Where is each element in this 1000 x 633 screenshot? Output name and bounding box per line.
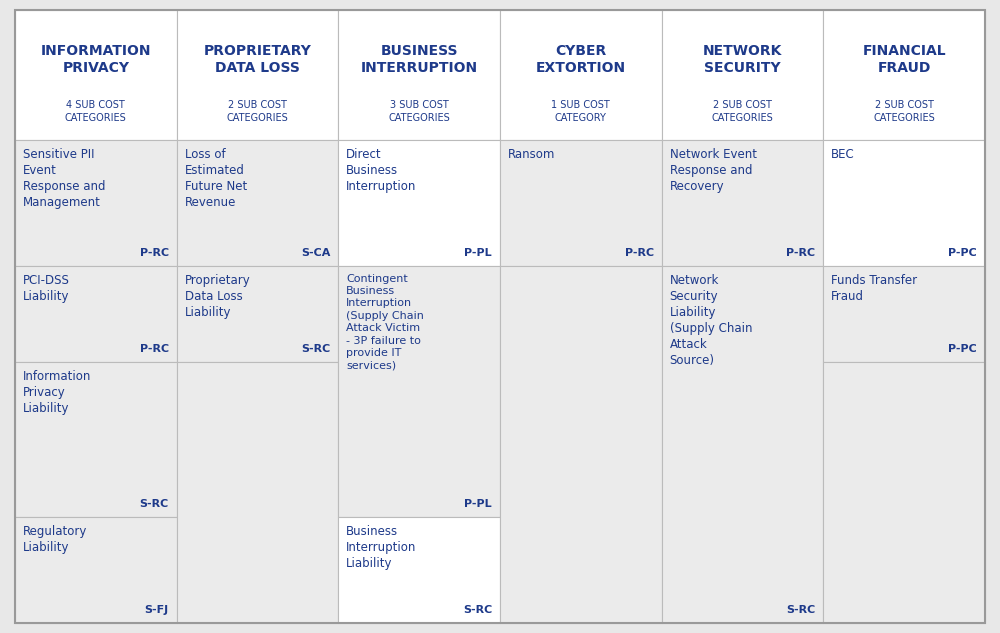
Bar	[177, 266, 338, 362]
Bar	[338, 140, 500, 266]
Text: 2 SUB COST
CATEGORIES: 2 SUB COST CATEGORIES	[873, 100, 935, 123]
Bar	[662, 140, 823, 266]
Text: BUSINESS
INTERRUPTION: BUSINESS INTERRUPTION	[361, 44, 478, 75]
Text: 2 SUB COST
CATEGORIES: 2 SUB COST CATEGORIES	[227, 100, 288, 123]
Bar	[177, 10, 338, 140]
Bar	[823, 10, 985, 140]
Text: P-PC: P-PC	[948, 248, 977, 258]
Bar	[338, 517, 500, 623]
Text: P-RC: P-RC	[140, 248, 169, 258]
Text: S-FJ: S-FJ	[145, 605, 169, 615]
Bar	[338, 10, 500, 140]
Text: S-RC: S-RC	[463, 605, 492, 615]
Text: Direct
Business
Interruption: Direct Business Interruption	[346, 148, 417, 193]
Text: S-RC: S-RC	[139, 499, 169, 509]
Text: P-PC: P-PC	[948, 344, 977, 354]
Text: Ransom: Ransom	[508, 148, 555, 161]
Bar	[662, 266, 823, 623]
Bar	[15, 362, 177, 517]
Text: 2 SUB COST
CATEGORIES: 2 SUB COST CATEGORIES	[712, 100, 773, 123]
Text: P-RC: P-RC	[625, 248, 654, 258]
Text: S-RC: S-RC	[786, 605, 815, 615]
Text: 4 SUB COST
CATEGORIES: 4 SUB COST CATEGORIES	[65, 100, 127, 123]
Bar	[177, 362, 338, 623]
Text: FINANCIAL
FRAUD: FINANCIAL FRAUD	[862, 44, 946, 75]
Bar	[823, 362, 985, 623]
Bar	[500, 140, 662, 266]
Text: Information
Privacy
Liability: Information Privacy Liability	[23, 370, 91, 415]
Text: Regulatory
Liability: Regulatory Liability	[23, 525, 87, 554]
Bar	[338, 266, 500, 517]
Bar	[500, 266, 662, 623]
Text: NETWORK
SECURITY: NETWORK SECURITY	[703, 44, 782, 75]
Text: Contingent
Business
Interruption
(Supply Chain
Attack Victim
- 3P failure to
pro: Contingent Business Interruption (Supply…	[346, 273, 424, 370]
Text: PCI-DSS
Liability: PCI-DSS Liability	[23, 273, 70, 303]
Text: PROPRIETARY
DATA LOSS: PROPRIETARY DATA LOSS	[204, 44, 311, 75]
Bar	[823, 266, 985, 362]
Bar	[15, 517, 177, 623]
Bar	[15, 140, 177, 266]
Bar	[823, 140, 985, 266]
Text: Funds Transfer
Fraud: Funds Transfer Fraud	[831, 273, 917, 303]
Text: 3 SUB COST
CATEGORIES: 3 SUB COST CATEGORIES	[388, 100, 450, 123]
Bar	[662, 10, 823, 140]
Bar	[15, 10, 177, 140]
Text: Business
Interruption
Liability: Business Interruption Liability	[346, 525, 417, 570]
Text: Proprietary
Data Loss
Liability: Proprietary Data Loss Liability	[185, 273, 250, 318]
Text: Network Event
Response and
Recovery: Network Event Response and Recovery	[670, 148, 757, 193]
Bar	[177, 140, 338, 266]
Text: CYBER
EXTORTION: CYBER EXTORTION	[536, 44, 626, 75]
Text: P-PL: P-PL	[464, 499, 492, 509]
Text: P-PL: P-PL	[464, 248, 492, 258]
Text: BEC: BEC	[831, 148, 855, 161]
Text: Network
Security
Liability
(Supply Chain
Attack
Source): Network Security Liability (Supply Chain…	[670, 273, 752, 367]
Text: P-RC: P-RC	[786, 248, 815, 258]
Text: S-CA: S-CA	[301, 248, 330, 258]
Text: 1 SUB COST
CATEGORY: 1 SUB COST CATEGORY	[551, 100, 610, 123]
Bar	[500, 10, 662, 140]
Text: S-RC: S-RC	[301, 344, 330, 354]
Text: P-RC: P-RC	[140, 344, 169, 354]
Text: Loss of
Estimated
Future Net
Revenue: Loss of Estimated Future Net Revenue	[185, 148, 247, 209]
Text: Sensitive PII
Event
Response and
Management: Sensitive PII Event Response and Managem…	[23, 148, 106, 209]
Text: INFORMATION
PRIVACY: INFORMATION PRIVACY	[41, 44, 151, 75]
Bar	[15, 266, 177, 362]
